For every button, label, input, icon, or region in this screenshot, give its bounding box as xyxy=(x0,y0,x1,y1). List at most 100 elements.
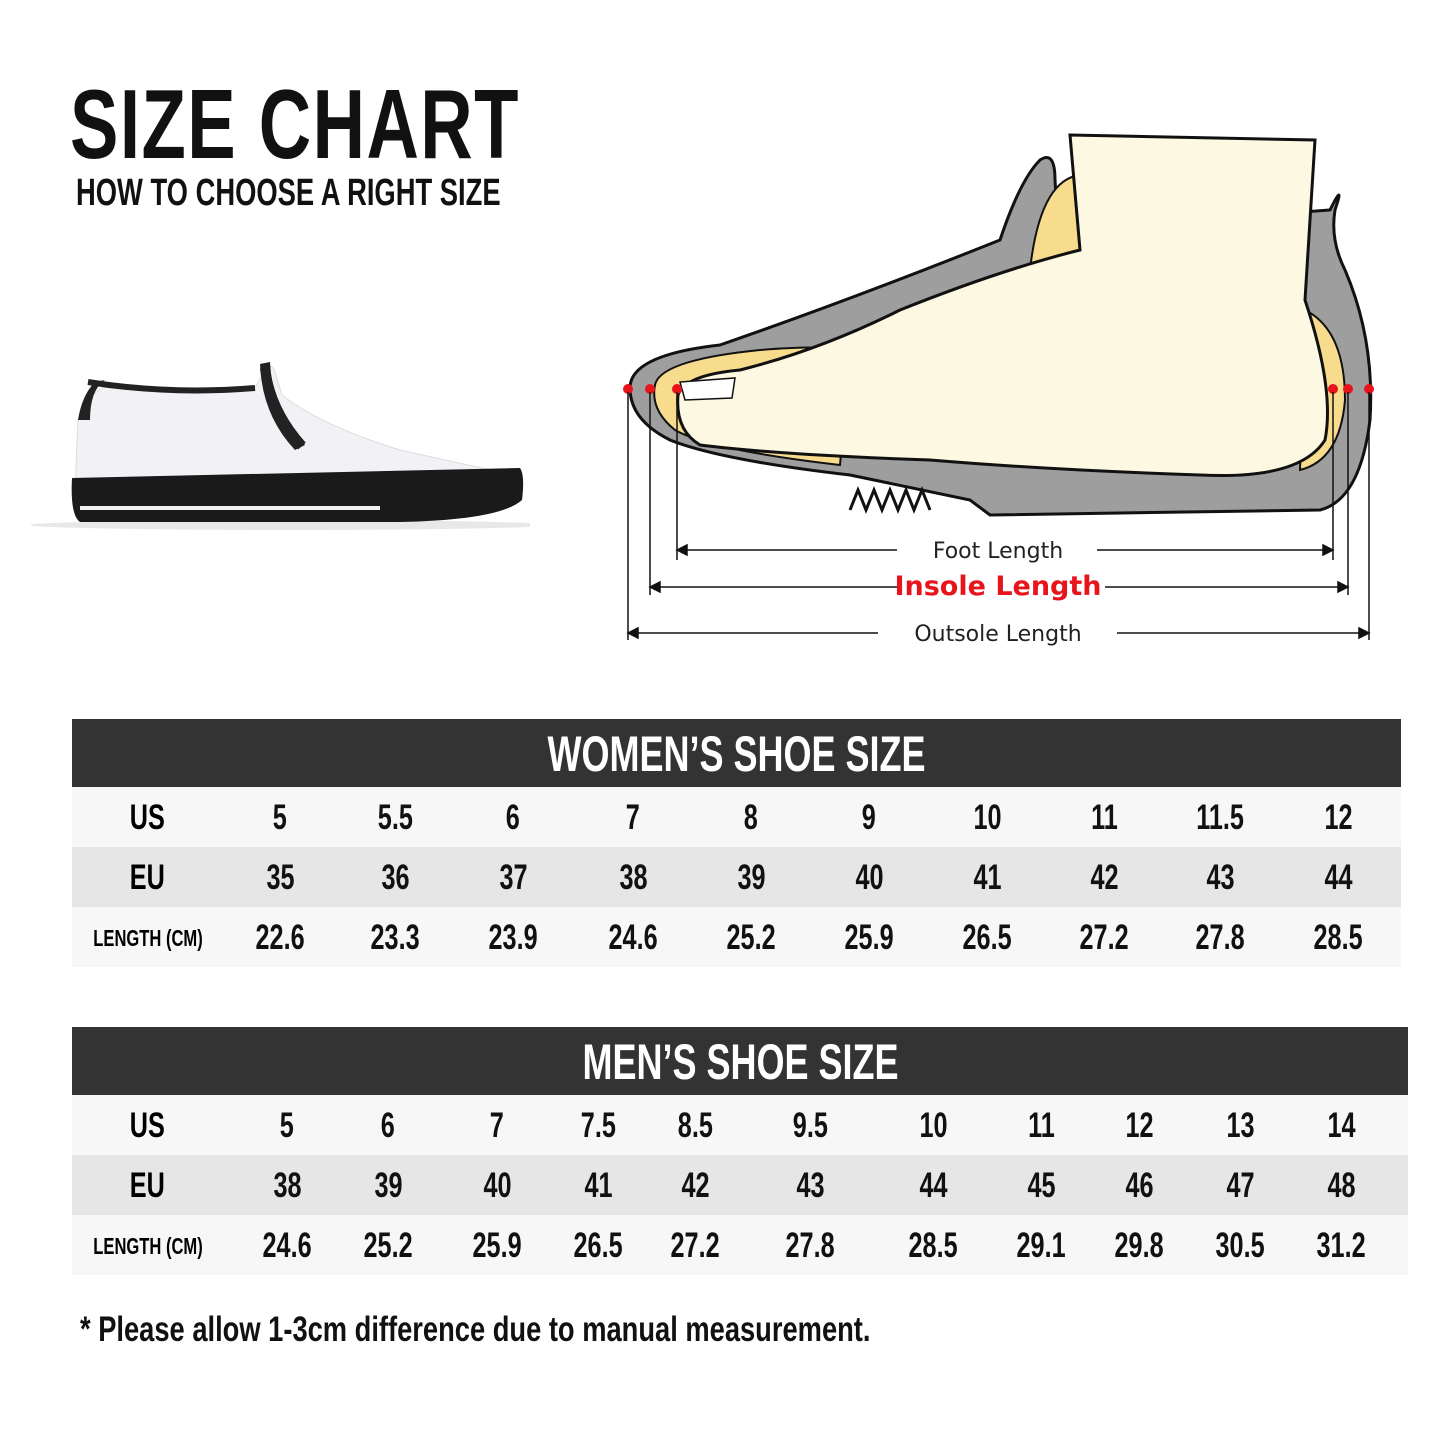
table-cell: 27.8 xyxy=(1160,907,1280,967)
cell-value: 30.5 xyxy=(1215,1226,1265,1265)
table-title: WOMEN’S SHOE SIZE xyxy=(72,719,1401,787)
cell-value: 40 xyxy=(482,1166,512,1205)
cell-value: 47 xyxy=(1225,1166,1255,1205)
measurement-points xyxy=(623,384,1374,394)
table-row-us: US 5 5.5 6 7 8 9 10 11 11.5 12 xyxy=(72,787,1401,847)
table-cell: 25.2 xyxy=(691,907,811,967)
table-cell: 38 xyxy=(227,1155,347,1215)
cell-value: 42 xyxy=(680,1166,710,1205)
cell-value: 11.5 xyxy=(1196,798,1244,837)
row-label: EU xyxy=(72,1155,222,1215)
cell-value: 9.5 xyxy=(792,1106,828,1145)
table-cell: 35 xyxy=(220,847,340,907)
cell-value: 6 xyxy=(505,798,521,837)
table-cell: 12 xyxy=(1278,787,1398,847)
row-label: EU xyxy=(72,847,222,907)
mens-size-table: MEN’S SHOE SIZE US 5 6 7 7.5 8.5 9.5 10 11 12 13 14 E… xyxy=(72,1027,1408,1277)
table-cell: 11 xyxy=(981,1095,1101,1155)
foot-length-label: Foot Length xyxy=(933,539,1063,564)
table-cell: 7.5 xyxy=(538,1095,658,1155)
table-cell: 8 xyxy=(691,787,811,847)
cell-value: 25.9 xyxy=(472,1226,522,1265)
cell-value: 22.6 xyxy=(255,918,305,957)
table-cell: 43 xyxy=(750,1155,870,1215)
cell-value: 37 xyxy=(498,858,528,897)
cell-value: 24.6 xyxy=(262,1226,312,1265)
cell-value: 5.5 xyxy=(377,798,413,837)
table-cell: 42 xyxy=(1044,847,1164,907)
cell-value: 5 xyxy=(272,798,288,837)
table-cell: 29.1 xyxy=(981,1215,1101,1275)
table-cell: 25.9 xyxy=(809,907,929,967)
cell-value: 36 xyxy=(380,858,410,897)
table-cell: 6 xyxy=(328,1095,448,1155)
foot-measurement-diagram: Foot Length Insole Length Outsole Length xyxy=(623,133,1374,647)
cell-value: 10 xyxy=(972,798,1002,837)
table-cell: 24.6 xyxy=(227,1215,347,1275)
cell-value: 43 xyxy=(1205,858,1235,897)
cell-value: 7 xyxy=(489,1106,505,1145)
cell-value: 41 xyxy=(583,1166,613,1205)
cell-value: 38 xyxy=(618,858,648,897)
measurement-note-text: * Please allow 1-3cm difference due to m… xyxy=(80,1310,871,1349)
cell-value: 24.6 xyxy=(608,918,658,957)
table-row-us: US 5 6 7 7.5 8.5 9.5 10 11 12 13 14 xyxy=(72,1095,1408,1155)
page-subtitle-text: HOW TO CHOOSE A RIGHT SIZE xyxy=(76,172,501,214)
cell-value: 10 xyxy=(918,1106,948,1145)
table-cell: 37 xyxy=(453,847,573,907)
row-label: LENGTH (CM) xyxy=(72,1215,222,1275)
cell-value: 43 xyxy=(795,1166,825,1205)
table-cell: 25.2 xyxy=(328,1215,448,1275)
table-title-text: WOMEN’S SHOE SIZE xyxy=(547,726,926,782)
table-row-eu: EU 38 39 40 41 42 43 44 45 46 47 48 xyxy=(72,1155,1408,1215)
table-row-eu: EU 35 36 37 38 39 40 41 42 43 44 xyxy=(72,847,1401,907)
table-title-text: MEN’S SHOE SIZE xyxy=(581,1034,899,1090)
table-cell: 5 xyxy=(227,1095,347,1155)
table-cell: 46 xyxy=(1079,1155,1199,1215)
table-cell: 41 xyxy=(538,1155,658,1215)
cell-value: 7.5 xyxy=(580,1106,616,1145)
table-cell: 43 xyxy=(1160,847,1280,907)
table-cell: 45 xyxy=(981,1155,1101,1215)
table-cell: 42 xyxy=(635,1155,755,1215)
cell-value: 39 xyxy=(736,858,766,897)
cell-value: 25.9 xyxy=(844,918,894,957)
table-cell: 8.5 xyxy=(635,1095,755,1155)
cell-value: 40 xyxy=(854,858,884,897)
cell-value: 6 xyxy=(380,1106,396,1145)
table-cell: 26.5 xyxy=(927,907,1047,967)
cell-value: 44 xyxy=(1323,858,1353,897)
row-label: US xyxy=(72,787,222,847)
cell-value: 45 xyxy=(1026,1166,1056,1205)
cell-value: 25.2 xyxy=(363,1226,413,1265)
table-cell: 28.5 xyxy=(873,1215,993,1275)
table-cell: 22.6 xyxy=(220,907,340,967)
row-label: US xyxy=(72,1095,222,1155)
table-cell: 39 xyxy=(691,847,811,907)
page-title-text: SIZE CHART xyxy=(70,69,520,179)
table-cell: 27.8 xyxy=(750,1215,870,1275)
table-cell: 13 xyxy=(1180,1095,1300,1155)
table-cell: 27.2 xyxy=(635,1215,755,1275)
table-cell: 38 xyxy=(573,847,693,907)
table-cell: 29.8 xyxy=(1079,1215,1199,1275)
cell-value: 27.8 xyxy=(785,1226,835,1265)
table-row-length_cm: LENGTH (CM) 24.6 25.2 25.9 26.5 27.2 27.8 28.5 2… xyxy=(72,1215,1408,1275)
table-cell: 9.5 xyxy=(750,1095,870,1155)
table-cell: 10 xyxy=(927,787,1047,847)
page-subtitle: HOW TO CHOOSE A RIGHT SIZE xyxy=(76,172,666,215)
cell-value: 46 xyxy=(1124,1166,1154,1205)
cell-value: 38 xyxy=(272,1166,302,1205)
table-cell: 40 xyxy=(437,1155,557,1215)
table-cell: 30.5 xyxy=(1180,1215,1300,1275)
cell-value: 26.5 xyxy=(962,918,1012,957)
row-label-text: LENGTH (CM) xyxy=(93,1233,203,1259)
cell-value: 5 xyxy=(279,1106,295,1145)
cell-value: 8 xyxy=(743,798,759,837)
cell-value: 13 xyxy=(1225,1106,1255,1145)
table-cell: 10 xyxy=(873,1095,993,1155)
table-cell: 7 xyxy=(437,1095,557,1155)
cell-value: 8.5 xyxy=(677,1106,713,1145)
cell-value: 27.2 xyxy=(1079,918,1129,957)
cell-value: 28.5 xyxy=(908,1226,958,1265)
